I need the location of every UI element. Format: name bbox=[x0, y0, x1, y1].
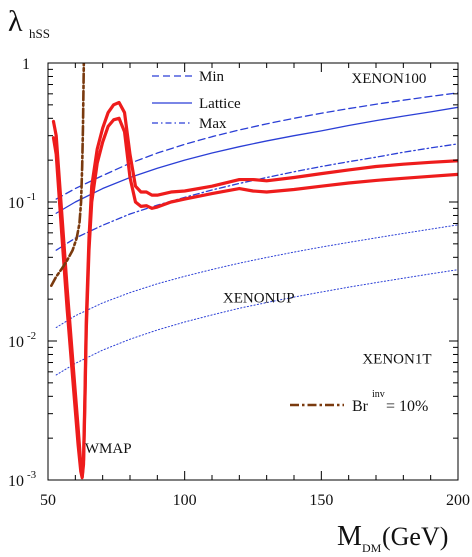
legend-label-lattice: Lattice bbox=[199, 96, 241, 112]
y-axis-label: λ bbox=[8, 5, 23, 38]
series-line-br_inv-7 bbox=[49, 63, 86, 287]
y-tick-label: 10 bbox=[8, 334, 24, 351]
series-line-xenon100-1 bbox=[55, 106, 458, 214]
annotation-xenon1t: XENON1T bbox=[362, 351, 431, 367]
legend-label-max: Max bbox=[199, 116, 227, 132]
x-tick-label: 50 bbox=[40, 492, 56, 509]
annotation-xenon100: XENON100 bbox=[351, 71, 426, 87]
plot-area bbox=[49, 63, 458, 480]
legend-label-min: Min bbox=[199, 69, 225, 85]
br-legend-label: Br bbox=[352, 398, 369, 415]
x-tick-label: 200 bbox=[446, 492, 470, 509]
series-line-xenon100-0 bbox=[55, 92, 458, 200]
series-line-wmap-6 bbox=[51, 116, 458, 480]
br-legend-value: = 10% bbox=[386, 398, 428, 415]
x-axis-label-unit: (GeV) bbox=[382, 522, 448, 551]
br-legend-label-superscript: inv bbox=[372, 389, 385, 400]
series-line-xenon100-2 bbox=[55, 143, 458, 251]
y-tick-label-exponent: -2 bbox=[27, 330, 36, 342]
x-tick-label: 100 bbox=[173, 492, 197, 509]
x-tick-label: 150 bbox=[309, 492, 333, 509]
x-axis-label-subscript: DM bbox=[362, 541, 382, 555]
plot-frame bbox=[47, 62, 459, 481]
series-line-xenonup-3 bbox=[55, 224, 458, 329]
axes bbox=[47, 62, 459, 481]
x-axis-label: M bbox=[337, 521, 362, 552]
y-tick-label-exponent: -3 bbox=[27, 469, 37, 481]
y-axis-label-subscript: hSS bbox=[29, 26, 50, 41]
y-tick-label: 1 bbox=[22, 56, 30, 73]
annotation-wmap: WMAP bbox=[85, 441, 132, 457]
y-tick-label: 10 bbox=[8, 195, 24, 212]
annotation-xenonup: XENONUP bbox=[223, 291, 295, 307]
y-tick-label: 10 bbox=[8, 473, 24, 490]
y-tick-label-exponent: -1 bbox=[27, 191, 36, 203]
